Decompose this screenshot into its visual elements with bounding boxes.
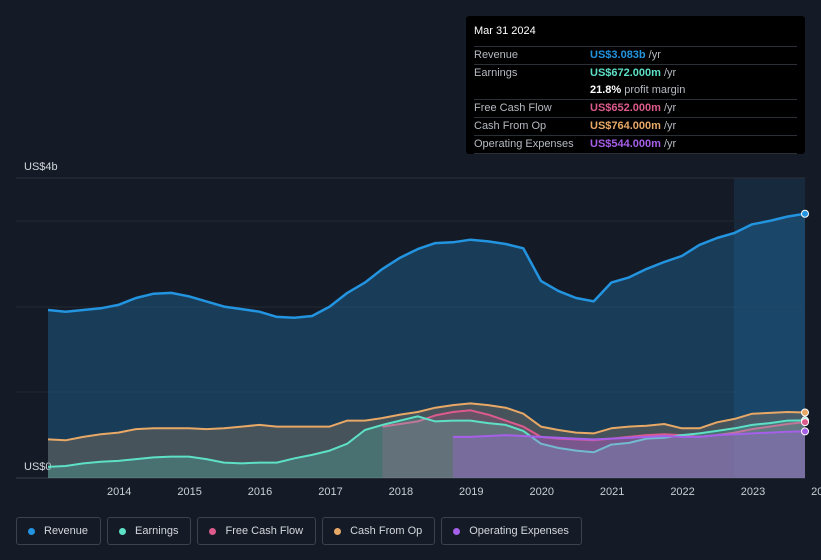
legend-label: Revenue xyxy=(44,525,89,537)
x-tick-label: 2017 xyxy=(318,486,342,498)
tooltip-value: US$764.000m xyxy=(590,120,661,132)
tooltip-unit: profit margin xyxy=(624,84,686,96)
tooltip-value: US$3.083b xyxy=(590,49,646,61)
revenue-end-point xyxy=(801,209,809,218)
tooltip-date: Mar 31 2024 xyxy=(474,24,797,47)
tooltip-panel: Mar 31 2024 Revenue US$3.083b /yr Earnin… xyxy=(466,16,805,154)
cash-from-op-area xyxy=(48,403,805,478)
free-cash-flow-area xyxy=(382,410,805,478)
tooltip-row-fcf: Free Cash Flow US$652.000m /yr xyxy=(474,100,797,118)
x-tick-label: 2020 xyxy=(529,486,553,498)
tooltip-value: 21.8% xyxy=(590,84,622,96)
tooltip-label: Earnings xyxy=(474,67,518,79)
operating-expenses-end-point xyxy=(801,427,809,436)
x-tick-label: 2023 xyxy=(741,486,765,498)
tooltip-row-margin: 21.8% profit margin xyxy=(474,82,797,100)
legend-item-earnings[interactable]: Earnings xyxy=(107,517,192,545)
tooltip-value: US$672.000m xyxy=(590,67,661,79)
legend-dot-icon xyxy=(28,527,35,535)
tooltip-unit: /yr xyxy=(648,49,661,61)
legend-dot-icon xyxy=(209,527,217,535)
revenue-area xyxy=(48,213,805,478)
x-tick-label: 2015 xyxy=(177,486,201,498)
legend: Revenue Earnings Free Cash Flow Cash Fro… xyxy=(16,517,588,545)
legend-item-free-cash-flow[interactable]: Free Cash Flow xyxy=(197,517,317,545)
x-tick-label: 2018 xyxy=(389,486,413,498)
tooltip-unit: /yr xyxy=(663,67,677,79)
legend-label: Cash From Op xyxy=(350,525,423,537)
tooltip-unit: /yr xyxy=(663,120,677,132)
x-tick-label: 2024 xyxy=(811,486,821,498)
earnings-area xyxy=(48,416,805,478)
cash-from-op-line xyxy=(47,402,806,442)
tooltip-label: Revenue xyxy=(474,49,519,61)
legend-item-operating-expenses[interactable]: Operating Expenses xyxy=(441,517,582,545)
x-tick-label: 2021 xyxy=(600,486,624,498)
legend-label: Earnings xyxy=(135,525,179,537)
x-tick-label: 2022 xyxy=(670,486,694,498)
x-tick-label: 2016 xyxy=(248,486,272,498)
tooltip-row-cfo: Cash From Op US$764.000m /yr xyxy=(474,118,797,136)
tooltip-label: Free Cash Flow xyxy=(474,102,552,114)
legend-dot-icon xyxy=(453,527,461,535)
tooltip-row-opex: Operating Expenses US$544.000m /yr xyxy=(474,136,797,154)
legend-dot-icon xyxy=(334,527,342,535)
operating-expenses-line xyxy=(452,430,806,441)
x-tick-label: 2014 xyxy=(107,486,131,498)
operating-expenses-area xyxy=(452,431,805,478)
x-tick-label: 2019 xyxy=(459,486,483,498)
cash-from-op-end-point xyxy=(801,408,809,417)
legend-label: Operating Expenses xyxy=(469,525,569,537)
tooltip-label: Cash From Op xyxy=(474,120,547,132)
y-label-bottom: US$0 xyxy=(24,461,52,473)
legend-label: Free Cash Flow xyxy=(225,525,304,537)
revenue-line xyxy=(47,212,806,319)
tooltip-value: US$652.000m xyxy=(590,102,661,114)
free-cash-flow-end-point xyxy=(801,418,809,427)
tooltip-unit: /yr xyxy=(663,138,677,150)
tooltip-label: Operating Expenses xyxy=(474,138,574,150)
tooltip-row-revenue: Revenue US$3.083b /yr xyxy=(474,47,797,65)
chart: US$4b US$0 2014 2015 2016 2017 2018 2019 2020 2… xyxy=(16,161,821,498)
tooltip-value: US$544.000m xyxy=(590,138,661,150)
legend-dot-icon xyxy=(119,527,127,535)
legend-item-cash-from-op[interactable]: Cash From Op xyxy=(322,517,436,545)
y-label-top: US$4b xyxy=(24,161,58,173)
tooltip-row-earnings: Earnings US$672.000m /yr xyxy=(474,65,797,82)
tooltip-unit: /yr xyxy=(663,102,677,114)
legend-item-revenue[interactable]: Revenue xyxy=(16,517,102,545)
earnings-line xyxy=(47,415,806,468)
